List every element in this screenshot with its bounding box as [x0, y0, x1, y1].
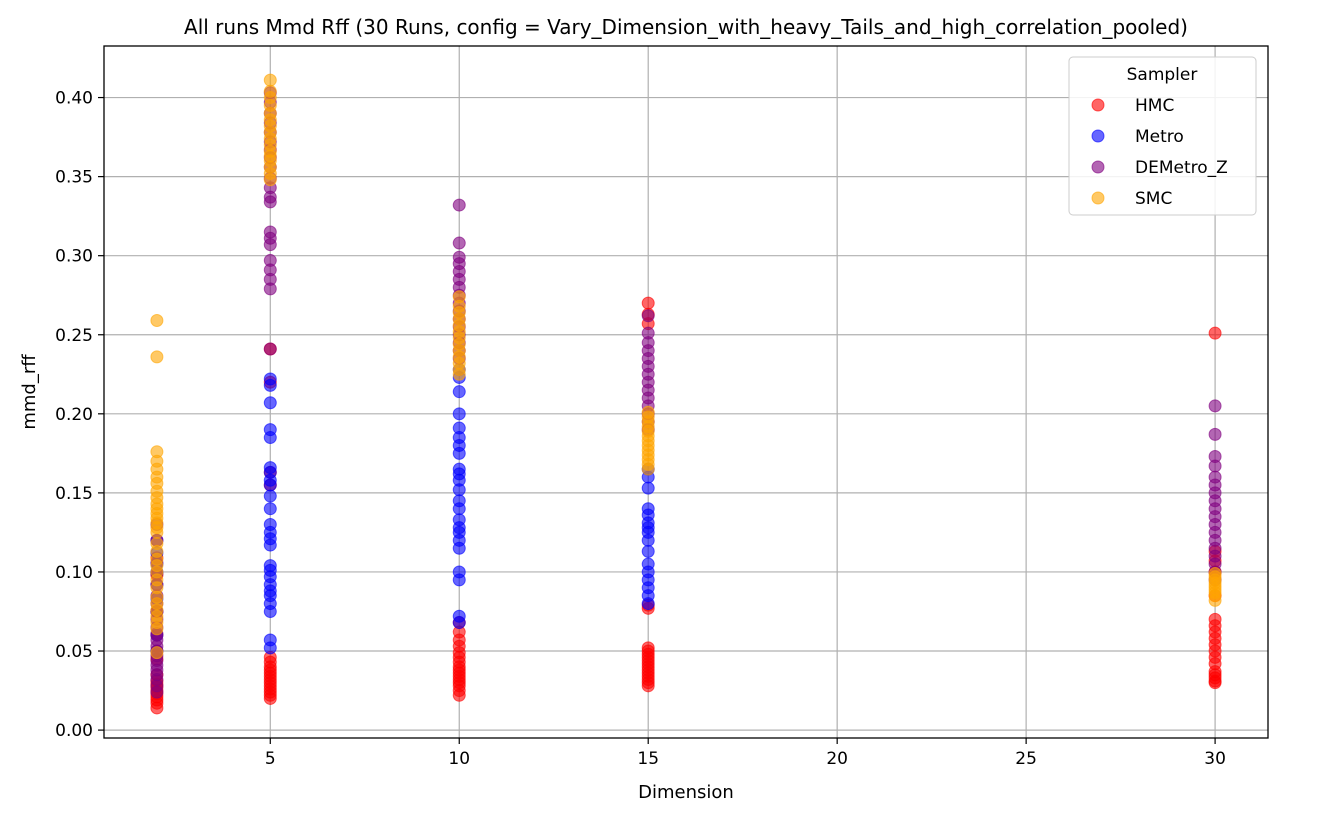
x-tick-label: 30	[1204, 749, 1226, 769]
data-point	[1208, 450, 1222, 464]
data-point	[150, 314, 164, 328]
data-point	[641, 309, 655, 323]
legend-label: SMC	[1135, 189, 1172, 209]
x-tick-label: 5	[265, 749, 276, 769]
data-point	[150, 536, 164, 550]
x-tick-label: 15	[637, 749, 659, 769]
data-point	[641, 481, 655, 495]
data-point	[452, 462, 466, 476]
series-demetro-z	[150, 86, 1222, 699]
y-tick-label: 0.25	[55, 326, 93, 346]
data-point	[452, 494, 466, 508]
y-tick-label: 0.30	[55, 247, 93, 267]
series-metro	[150, 363, 655, 658]
data-point	[1208, 470, 1222, 484]
data-point	[452, 421, 466, 435]
data-point	[263, 225, 277, 239]
data-point	[263, 342, 277, 356]
data-point	[452, 513, 466, 527]
data-point	[641, 326, 655, 340]
y-tick-label: 0.20	[55, 405, 93, 425]
data-point	[452, 198, 466, 212]
y-tick-label: 0.00	[55, 721, 93, 741]
data-point	[452, 236, 466, 250]
legend-box	[1068, 56, 1257, 216]
data-point	[1208, 399, 1222, 413]
data-point	[263, 396, 277, 410]
data-point	[263, 372, 277, 386]
legend: Sampler HMC Metro DEMetro_Z SMC	[1068, 56, 1257, 216]
y-axis-label: mmd_rff	[19, 354, 40, 430]
legend-marker	[1091, 191, 1105, 205]
data-point	[263, 73, 277, 87]
legend-label: DEMetro_Z	[1135, 158, 1228, 178]
data-point	[641, 296, 655, 310]
legend-marker	[1091, 129, 1105, 143]
data-point	[150, 646, 164, 660]
legend-marker	[1091, 98, 1105, 112]
legend-marker	[1091, 160, 1105, 174]
legend-title: Sampler	[1127, 65, 1198, 85]
x-axis-label: Dimension	[638, 782, 734, 803]
y-tick-label: 0.15	[55, 484, 93, 504]
data-point	[263, 84, 277, 98]
data-point	[452, 385, 466, 399]
data-point	[452, 407, 466, 421]
x-tick-label: 25	[1015, 749, 1037, 769]
x-axis: 5 10 15 20 25 30	[265, 738, 1226, 769]
y-tick-label: 0.05	[55, 642, 93, 662]
data-point	[1208, 612, 1222, 626]
data-point	[263, 518, 277, 532]
legend-label: HMC	[1135, 96, 1174, 116]
x-tick-label: 10	[448, 749, 470, 769]
data-point	[641, 641, 655, 655]
data-point	[263, 423, 277, 437]
data-point	[641, 405, 655, 419]
data-point	[263, 489, 277, 503]
chart-title: All runs Mmd Rff (30 Runs, config = Vary…	[184, 15, 1188, 39]
data-point	[1208, 567, 1222, 581]
data-point	[150, 445, 164, 459]
data-point	[452, 290, 466, 304]
data-point	[1208, 326, 1222, 340]
data-point	[263, 559, 277, 573]
plot-frame	[103, 45, 1269, 739]
data-point	[641, 557, 655, 571]
data-point	[150, 350, 164, 364]
data-point	[641, 502, 655, 516]
legend-label: Metro	[1135, 127, 1184, 147]
series-smc	[150, 73, 1222, 660]
data-point	[452, 250, 466, 264]
data-point	[452, 609, 466, 623]
data-point	[263, 461, 277, 475]
y-tick-label: 0.40	[55, 89, 93, 109]
y-axis: 0.00 0.05 0.10 0.15 0.20 0.25 0.30 0.35 0.40	[55, 89, 104, 741]
data-point	[263, 633, 277, 647]
x-tick-label: 20	[826, 749, 848, 769]
legend-items: HMC Metro DEMetro_Z SMC	[1091, 96, 1228, 209]
data-points	[150, 73, 1222, 715]
data-point	[263, 253, 277, 267]
data-point	[263, 502, 277, 516]
data-point	[452, 565, 466, 579]
data-point	[641, 544, 655, 558]
data-point	[1208, 427, 1222, 441]
y-tick-label: 0.10	[55, 563, 93, 583]
y-tick-label: 0.35	[55, 168, 93, 188]
